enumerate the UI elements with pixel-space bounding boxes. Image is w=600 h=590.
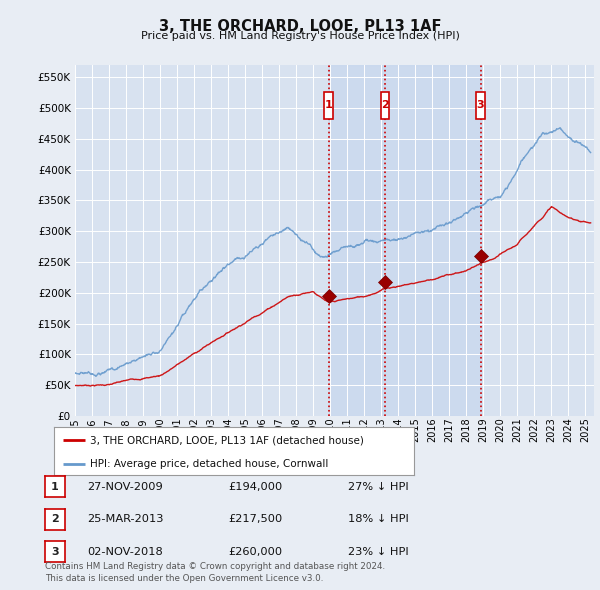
Text: 1: 1 [325,100,332,110]
Text: 3: 3 [476,100,484,110]
Text: £217,500: £217,500 [228,514,282,524]
Text: HPI: Average price, detached house, Cornwall: HPI: Average price, detached house, Corn… [90,459,328,469]
Text: £260,000: £260,000 [228,547,282,556]
Text: 3, THE ORCHARD, LOOE, PL13 1AF: 3, THE ORCHARD, LOOE, PL13 1AF [159,19,441,34]
Text: 2: 2 [51,514,59,524]
Text: Price paid vs. HM Land Registry's House Price Index (HPI): Price paid vs. HM Land Registry's House … [140,31,460,41]
FancyBboxPatch shape [381,91,389,119]
Text: 27% ↓ HPI: 27% ↓ HPI [348,482,409,491]
Text: 23% ↓ HPI: 23% ↓ HPI [348,547,409,556]
FancyBboxPatch shape [324,91,333,119]
Text: 02-NOV-2018: 02-NOV-2018 [87,547,163,556]
Text: 27-NOV-2009: 27-NOV-2009 [87,482,163,491]
Text: Contains HM Land Registry data © Crown copyright and database right 2024.
This d: Contains HM Land Registry data © Crown c… [45,562,385,583]
Text: 3: 3 [51,547,59,556]
Bar [329,65,481,416]
Text: 18% ↓ HPI: 18% ↓ HPI [348,514,409,524]
Text: 25-MAR-2013: 25-MAR-2013 [87,514,163,524]
Text: 1: 1 [51,482,59,491]
FancyBboxPatch shape [476,91,485,119]
Text: 3, THE ORCHARD, LOOE, PL13 1AF (detached house): 3, THE ORCHARD, LOOE, PL13 1AF (detached… [90,435,364,445]
Text: £194,000: £194,000 [228,482,282,491]
Text: 2: 2 [382,100,389,110]
